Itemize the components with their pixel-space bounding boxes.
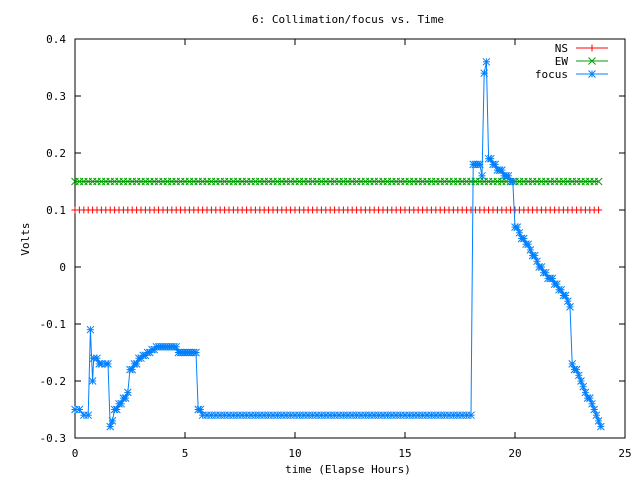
data-point — [508, 177, 517, 186]
data-point — [482, 57, 491, 66]
data-point — [123, 388, 132, 397]
data-point — [590, 405, 599, 414]
x-axis-label: time (Elapse Hours) — [285, 463, 411, 476]
data-point — [75, 405, 84, 414]
data-point — [595, 206, 603, 214]
data-point — [585, 394, 594, 402]
y-axis-label: Volts — [19, 222, 32, 255]
series-line — [75, 61, 602, 427]
data-point — [475, 160, 484, 169]
data-point — [88, 377, 97, 385]
data-point — [594, 417, 603, 425]
y-tick-label: 0.1 — [46, 204, 66, 217]
x-tick-label: 10 — [288, 447, 301, 460]
chart-title: 6: Collimation/focus vs. Time — [252, 13, 444, 26]
y-tick-label: 0.4 — [46, 33, 66, 46]
plot-frame — [74, 38, 626, 439]
data-point — [596, 422, 605, 431]
data-point — [478, 171, 486, 180]
data-point — [84, 411, 93, 420]
data-point — [588, 399, 596, 408]
y-tick-label: 0.2 — [46, 147, 66, 160]
data-point — [480, 69, 489, 78]
data-point — [117, 399, 126, 408]
x-tick-label: 0 — [72, 447, 79, 460]
data-point — [566, 303, 574, 311]
data-point — [192, 348, 200, 357]
y-tick-label: 0.3 — [46, 90, 66, 103]
legend-label: focus — [535, 68, 568, 81]
data-point — [86, 325, 95, 334]
legend-label: EW — [555, 55, 569, 68]
data-point — [594, 177, 603, 186]
axis-ticks: 0 5 10 15 20 25 -0.3 -0.2 -0.1 0 0.1 0.2 0.3 0.4 — [40, 33, 632, 460]
data-point — [108, 417, 117, 425]
series-layer — [71, 57, 605, 431]
x-tick-label: 15 — [398, 447, 411, 460]
data-point — [104, 360, 112, 368]
data-point — [467, 411, 475, 420]
series-ns — [71, 206, 603, 214]
series-focus — [71, 57, 605, 431]
legend-marker — [588, 70, 596, 78]
y-tick-label: -0.3 — [40, 432, 67, 445]
y-tick-label: -0.2 — [40, 375, 67, 388]
legend-label: NS — [555, 42, 568, 55]
legend-marker — [588, 44, 596, 52]
series-ew — [71, 177, 603, 186]
y-tick-label: -0.1 — [40, 318, 67, 331]
x-tick-label: 25 — [618, 447, 631, 460]
legend-marker — [588, 57, 596, 65]
x-tick-label: 5 — [182, 447, 189, 460]
y-tick-label: 0 — [59, 261, 66, 274]
x-tick-label: 20 — [508, 447, 521, 460]
